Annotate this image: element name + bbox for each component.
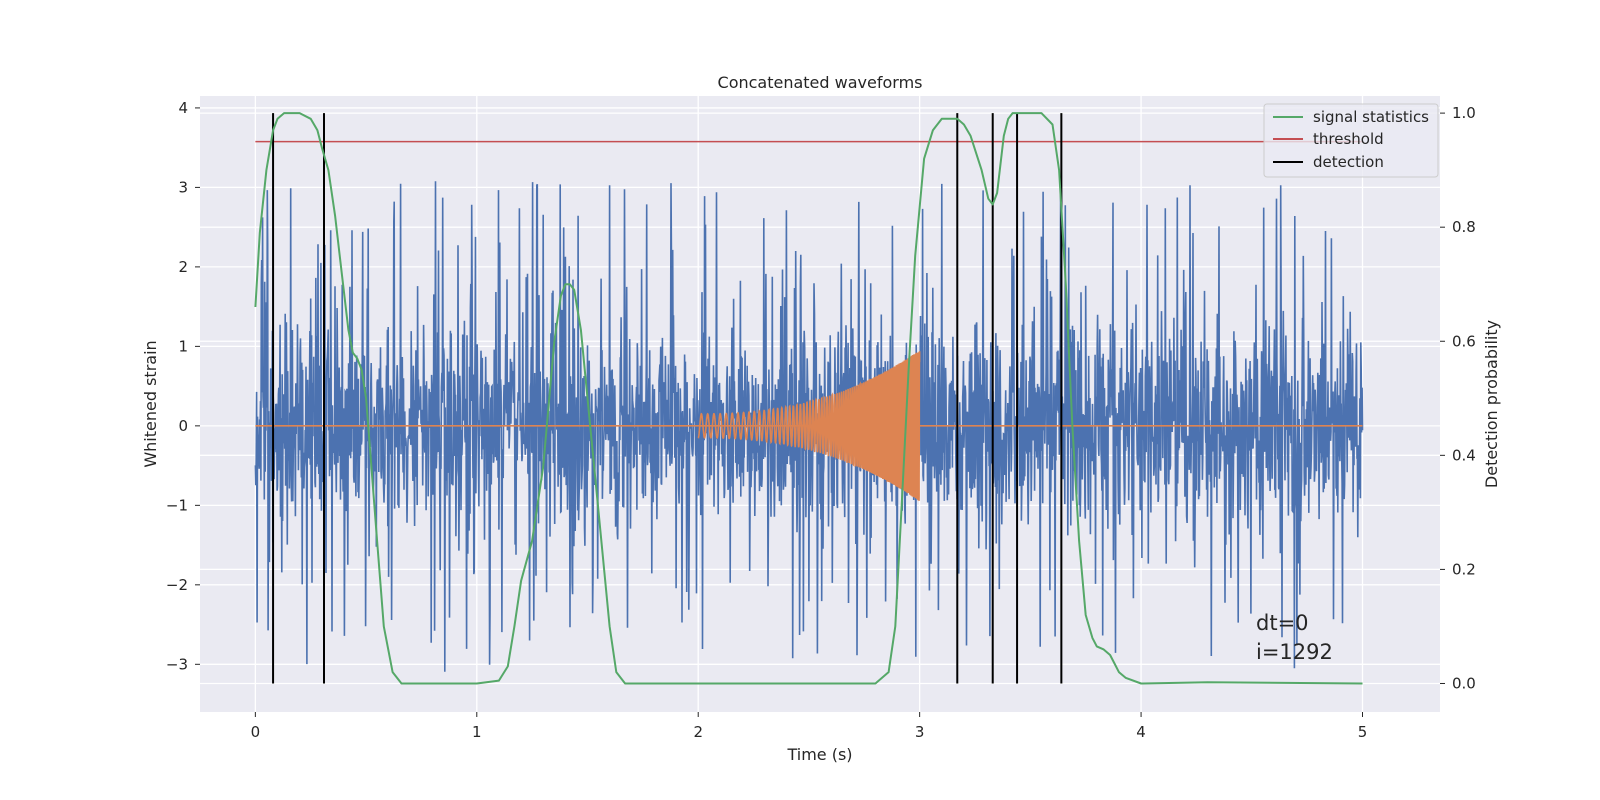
injected-signal <box>697 351 921 501</box>
y2-tick-label: 0.2 <box>1452 560 1476 578</box>
y-tick-label: −2 <box>166 576 188 594</box>
y2-tick-label: 0.4 <box>1452 446 1476 464</box>
annotation-dt: dt=0 <box>1256 611 1309 635</box>
y-tick-label: 4 <box>178 99 188 117</box>
y-tick-label: 1 <box>178 337 188 355</box>
x-tick-label: 3 <box>915 723 925 741</box>
y-axis-label: Whitened strain <box>141 340 160 467</box>
y-tick-label: 0 <box>178 417 188 435</box>
legend-label-threshold: threshold <box>1313 130 1384 148</box>
y2-tick-label: 1.0 <box>1452 104 1476 122</box>
x-tick-label: 0 <box>251 723 261 741</box>
x-tick-label: 5 <box>1358 723 1368 741</box>
annotation-index: i=1292 <box>1256 640 1333 664</box>
strain-series-layer <box>254 181 1364 672</box>
chart-title: Concatenated waveforms <box>718 73 923 92</box>
detection-layer <box>272 113 1063 684</box>
y-tick-label: 2 <box>178 258 188 276</box>
signal-statistics-layer <box>254 112 1363 685</box>
signal-statistics-line <box>254 112 1363 685</box>
x-axis: 0 1 2 3 4 5 <box>251 712 1368 741</box>
x-tick-label: 2 <box>693 723 703 741</box>
injected-signal-layer <box>255 351 1363 501</box>
x-tick-label: 1 <box>472 723 482 741</box>
y2-tick-label: 0.8 <box>1452 218 1476 236</box>
legend: signal statistics threshold detection <box>1263 103 1439 178</box>
y-axis-right: 0.0 0.2 0.4 0.6 0.8 1.0 <box>1440 104 1476 692</box>
strain-series <box>254 181 1364 672</box>
legend-box <box>1263 103 1439 178</box>
legend-label-signal-statistics: signal statistics <box>1313 108 1429 126</box>
y-axis-left: −3 −2 −1 0 1 2 3 4 <box>166 99 200 673</box>
x-tick-label: 4 <box>1136 723 1146 741</box>
y-tick-label: 3 <box>178 178 188 196</box>
y-tick-label: −3 <box>166 655 188 673</box>
y2-tick-label: 0.6 <box>1452 332 1476 350</box>
y-tick-label: −1 <box>166 496 188 514</box>
x-axis-label: Time (s) <box>786 745 852 764</box>
y2-axis-label: Detection probability <box>1482 320 1501 488</box>
y2-tick-label: 0.0 <box>1452 674 1476 692</box>
legend-label-detection: detection <box>1313 153 1384 171</box>
